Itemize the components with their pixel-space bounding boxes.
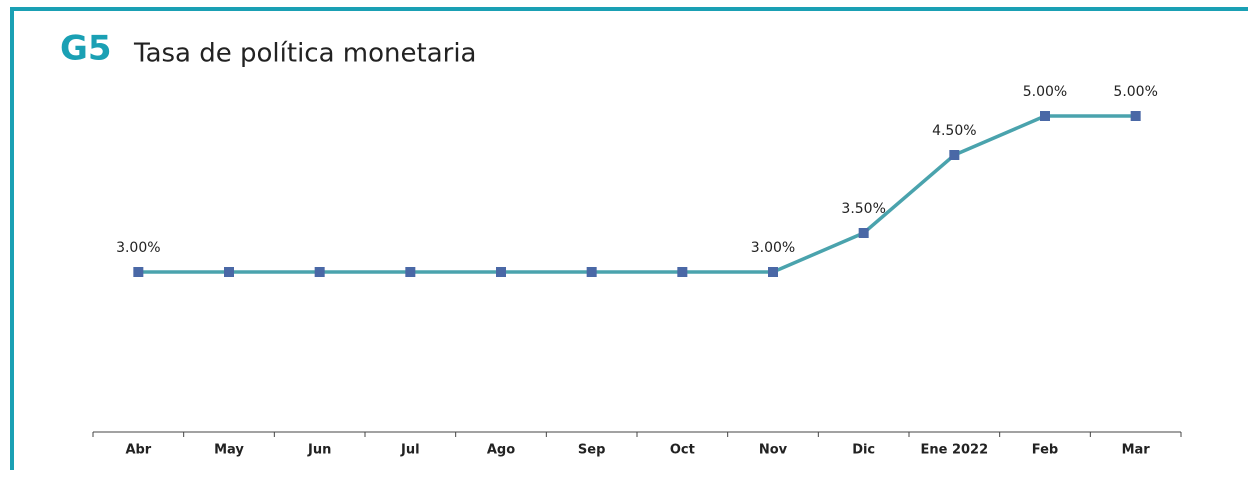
point-marker [496,267,506,277]
x-tick-label: Jun [307,443,331,458]
x-tick-label: Abr [125,443,151,458]
value-label: 5.00% [1023,84,1067,100]
point-marker [314,267,325,277]
x-tick-label: Dic [852,443,875,458]
x-tick-label: Ago [487,443,515,458]
x-tick-label: Oct [670,443,695,458]
chart-code: G5 [60,29,112,69]
chart-title: Tasa de política monetaria [133,39,476,69]
point-marker [133,267,144,277]
value-label: 3.50% [841,201,885,217]
point-marker [949,150,960,160]
x-tick-label: Nov [759,443,788,458]
x-tick-label: Feb [1032,443,1058,458]
point-marker [768,267,778,277]
point-marker [224,267,234,277]
series-line [138,114,1136,274]
x-tick-label: Ene 2022 [920,443,988,458]
x-tick-label: Mar [1122,443,1151,458]
value-label: 3.00% [116,240,160,256]
point-marker [405,267,416,277]
point-marker [1130,111,1141,121]
value-label: 3.00% [751,240,795,256]
x-tick-label: May [214,443,244,458]
x-tick-label: Jul [400,443,420,458]
point-marker [677,267,688,277]
point-marker [1040,111,1050,121]
x-tick-label: Sep [578,443,606,458]
point-marker [858,228,869,238]
value-label: 5.00% [1113,84,1157,100]
value-label: 4.50% [932,123,976,139]
point-marker [586,267,597,277]
